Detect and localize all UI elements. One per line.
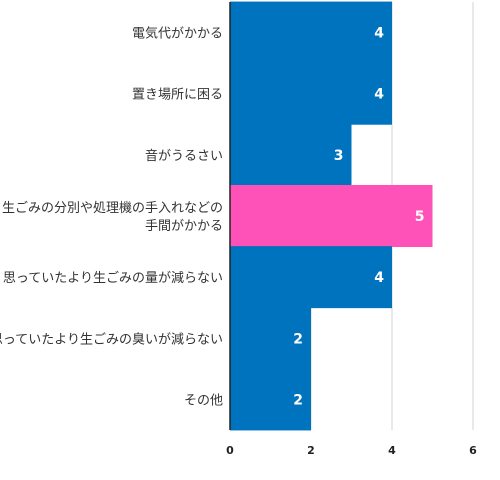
category-label: その他 [184,393,223,408]
x-tick-label: 2 [307,444,315,457]
bar [230,123,352,186]
data-label: 4 [374,270,384,286]
x-tick-labels: 0 2 4 6 [226,444,477,457]
x-tick-label: 4 [388,444,396,457]
category-label: 思っていたより生ごみの臭いが減らない [0,331,223,347]
bars [230,1,433,431]
data-label: 2 [293,392,303,408]
bar [230,368,311,431]
value-labels: 4 4 3 5 4 2 2 [293,26,424,409]
bar [230,307,311,370]
category-label: 思っていたより生ごみの量が減らない [3,270,223,286]
bar [230,1,392,64]
bar [230,246,392,309]
data-label: 5 [415,209,425,225]
category-label: 置き場所に困る [132,88,223,103]
data-label: 4 [374,26,384,42]
data-label: 3 [334,148,344,164]
category-label: 手間がかかる [145,219,223,234]
bar [230,185,433,247]
category-label: 電気代がかかる [132,26,223,42]
category-labels: 電気代がかかる置き場所に困る音がうるさい生ごみの分別や処理機の手入れなどの手間が… [0,26,223,409]
x-tick-label: 6 [469,444,477,457]
bar [230,62,392,125]
category-label: 生ごみの分別や処理機の手入れなどの [2,200,223,216]
category-label: 音がうるさい [145,148,223,164]
data-label: 4 [374,87,384,103]
x-tick-label: 0 [226,444,234,457]
data-label: 2 [293,331,303,347]
